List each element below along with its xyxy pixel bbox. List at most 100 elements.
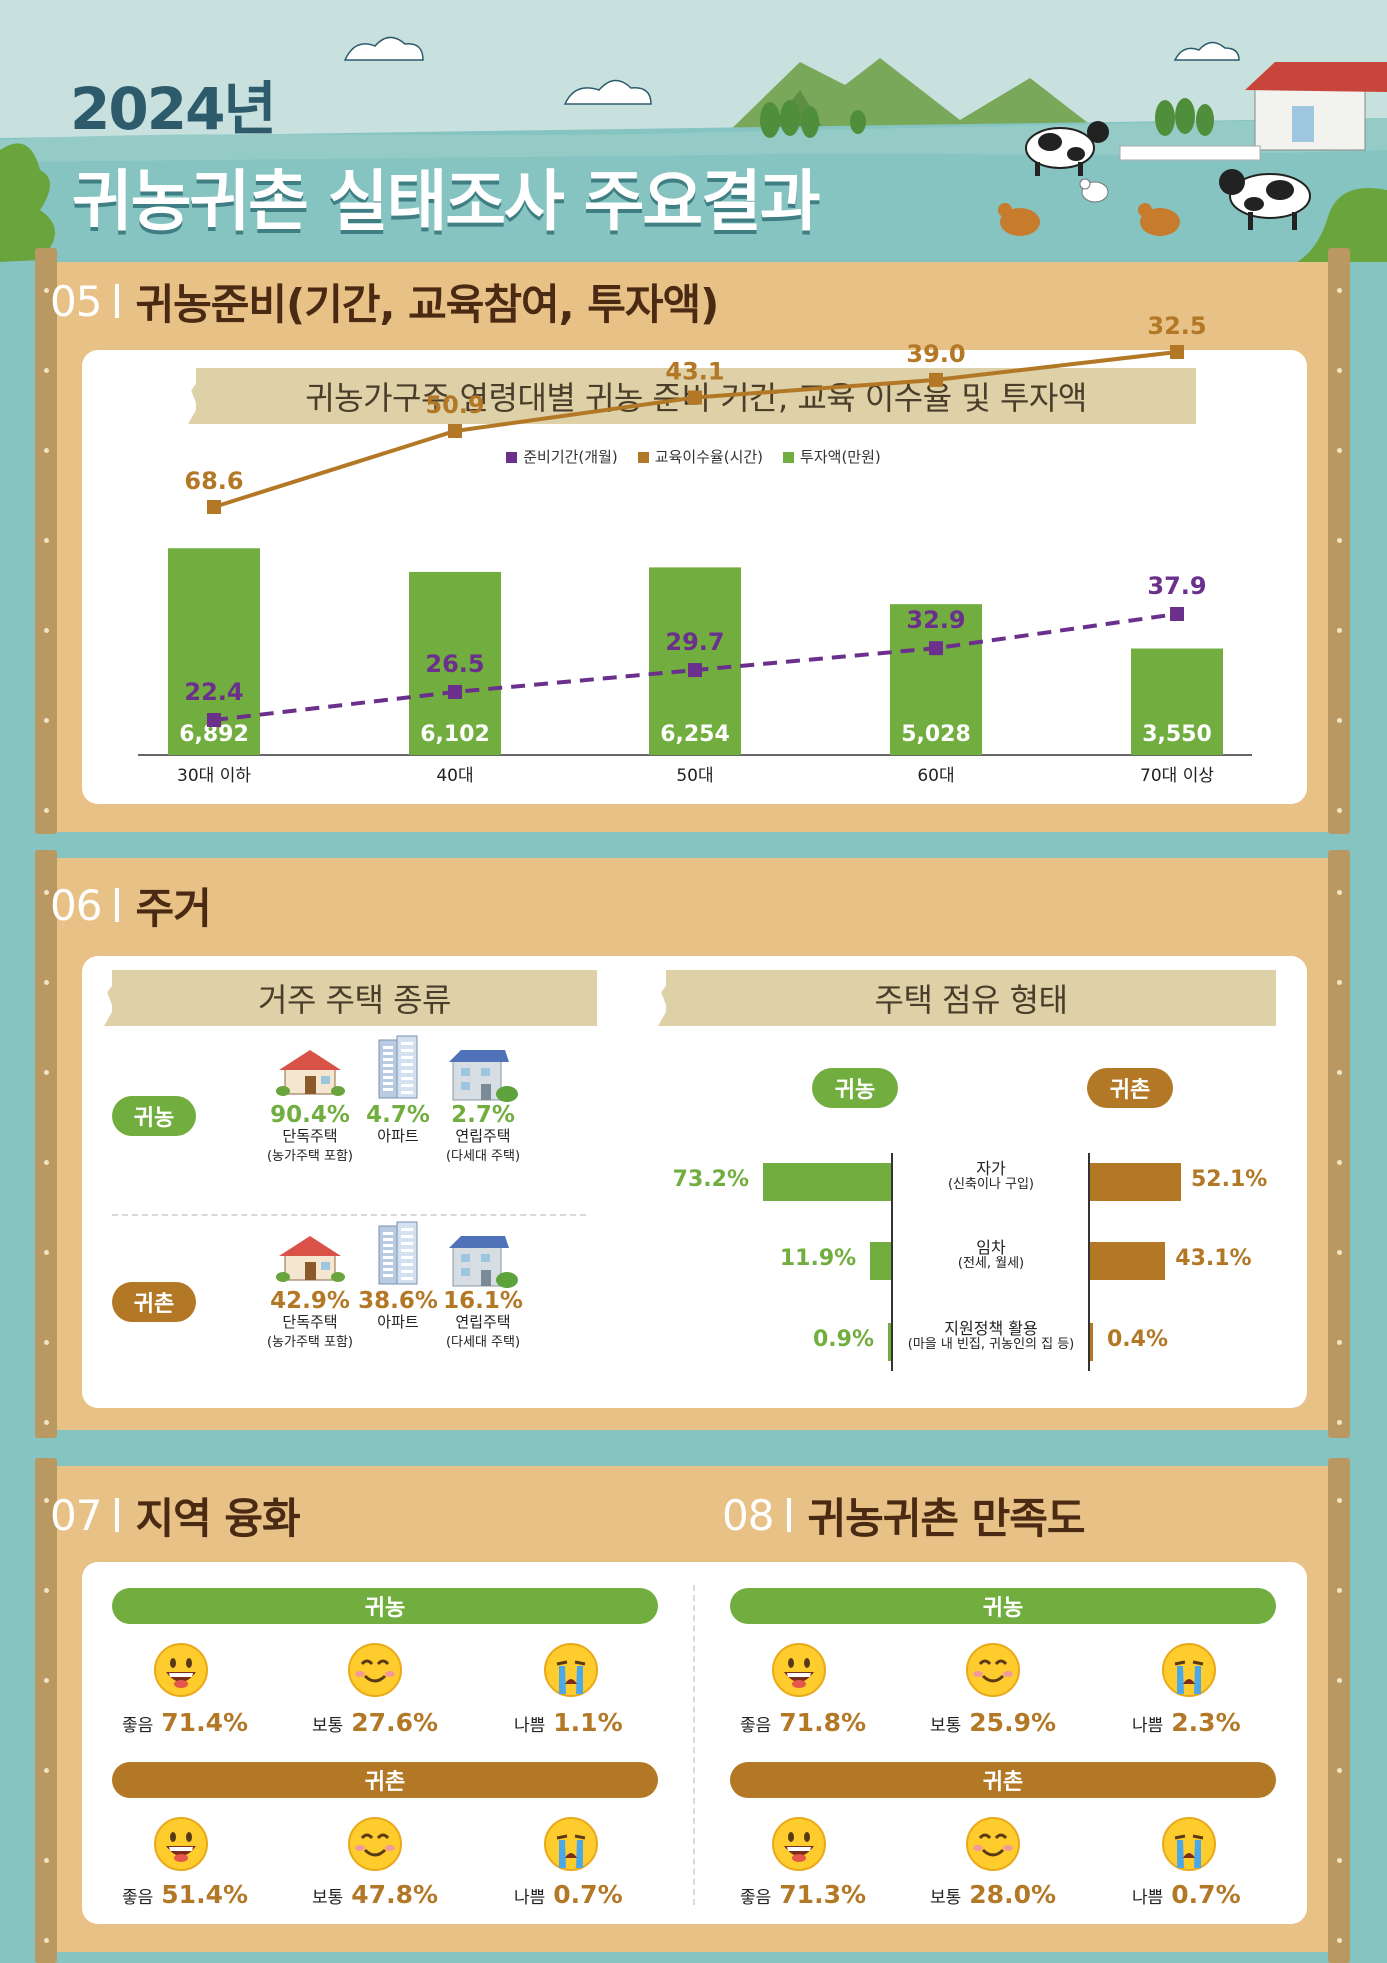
x-tick-label: 70대 이상: [1140, 766, 1214, 786]
section-number: 05: [50, 276, 102, 326]
hero-landscape-illustration: [0, 0, 1387, 262]
satisfaction-stat: 나쁨 2.3%: [1132, 1708, 1241, 1737]
satisfaction-rating-label: 나쁨: [1132, 1716, 1164, 1736]
satisfaction-stat: 보통 25.9%: [930, 1708, 1056, 1737]
education-value-label: 32.5: [1147, 312, 1206, 340]
housing-type-label: 아파트: [377, 1127, 419, 1145]
tenure-banner: 주택 점유 형태: [666, 970, 1276, 1026]
satisfaction-rating-value: 27.6%: [351, 1708, 439, 1737]
satisfaction-rating-label: 보통: [930, 1888, 962, 1908]
heading-divider: [787, 1498, 792, 1532]
satisfaction-group-pill: 귀촌: [730, 1762, 1276, 1798]
smiling-face-icon: [965, 1642, 1021, 1698]
satisfaction-stat: 보통 27.6%: [312, 1708, 438, 1737]
section-number: 08: [722, 1490, 774, 1540]
satisfaction-group-pill: 귀촌: [112, 1762, 658, 1798]
laughing-face-icon: [771, 1816, 827, 1872]
preparation-point: [448, 684, 462, 699]
tenure-bar-right: [1090, 1323, 1093, 1361]
tenure-category-label: 지원정책 활용 (마을 내 빈집, 귀농인의 집 등): [892, 1319, 1090, 1353]
section-07-heading: 07 지역 융화: [50, 1476, 301, 1554]
apartment-icon: [333, 1034, 463, 1102]
heading-divider: [115, 1498, 120, 1532]
townhouse-icon: [418, 1232, 548, 1288]
preparation-value-label: 26.5: [425, 650, 484, 678]
chart-legend: 준비기간(개월) 교육이수율(시간) 투자액(만원): [0, 446, 1387, 467]
laughing-face-icon: [771, 1642, 827, 1698]
x-tick-label: 50대: [676, 766, 713, 786]
barn-icon: [1245, 62, 1387, 151]
satisfaction-rating-value: 2.3%: [1171, 1708, 1241, 1737]
satisfaction-rating-label: 좋음: [740, 1888, 772, 1908]
crying-face-icon: [1161, 1642, 1217, 1698]
section-number: 07: [50, 1490, 102, 1540]
x-tick-label: 30대 이하: [177, 766, 251, 786]
satisfaction-stat: 나쁨 0.7%: [514, 1880, 623, 1909]
housing-type-sublabel: (농가주택 포함): [266, 1334, 354, 1350]
investment-value-label: 3,550: [1142, 722, 1212, 747]
housing-type-banner: 거주 주택 종류: [112, 970, 597, 1026]
preparation-value-label: 29.7: [665, 628, 724, 656]
section-05-heading: 05 귀농준비(기간, 교육참여, 투자액): [50, 262, 719, 340]
tenure-category-name: 자가: [976, 1159, 1006, 1178]
heading-divider: [115, 888, 120, 922]
tenure-right-value: 0.4%: [1107, 1327, 1169, 1352]
smiling-face-icon: [347, 1642, 403, 1698]
housing-type-label: 단독주택: [282, 1127, 338, 1145]
legend-item: 교육이수율(시간): [637, 446, 763, 467]
satisfaction-rating-label: 좋음: [740, 1716, 772, 1736]
section-title: 귀농준비(기간, 교육참여, 투자액): [135, 279, 719, 329]
combo-chart: 6,892 6,102 6,254 5,028 3,55068.650.943.139.…: [138, 312, 1252, 786]
housing-type-sublabel: (다세대 주택): [445, 1148, 521, 1164]
preparation-value-label: 37.9: [1147, 572, 1206, 600]
tenure-bar-right: [1090, 1242, 1166, 1280]
satisfaction-rating-label: 보통: [930, 1716, 962, 1736]
satisfaction-rating-label: 나쁨: [514, 1716, 546, 1736]
housing-type-label: 아파트: [377, 1313, 419, 1331]
crying-face-icon: [1161, 1816, 1217, 1872]
tenure-bar-left: [870, 1242, 891, 1280]
education-point: [1170, 345, 1184, 359]
housing-type-sublabel: (다세대 주택): [445, 1334, 521, 1350]
education-value-label: 50.9: [425, 391, 484, 419]
laughing-face-icon: [153, 1816, 209, 1872]
investment-value-label: 6,102: [420, 722, 490, 747]
housing-percent: 90.4%: [270, 1102, 350, 1128]
housing-type-item: 90.4% 단독주택 (농가주택 포함): [245, 1046, 375, 1164]
tenure-category-name: 지원정책 활용: [944, 1319, 1038, 1338]
satisfaction-rating-value: 1.1%: [553, 1708, 623, 1737]
tenure-right-value: 52.1%: [1191, 1167, 1268, 1192]
investment-bar: [890, 604, 982, 755]
investment-value-label: 6,254: [660, 722, 730, 747]
satisfaction-group-pill: 귀농: [730, 1588, 1276, 1624]
satisfaction-stat: 좋음 71.8%: [740, 1708, 866, 1737]
housing-type-item: 2.7% 연립주택 (다세대 주택): [418, 1046, 548, 1164]
education-point: [448, 424, 462, 439]
satisfaction-rating-value: 0.7%: [553, 1880, 623, 1909]
legend-swatch-purple: [506, 452, 518, 463]
housing-group-pill: 귀농: [112, 1096, 196, 1136]
tenure-bar-left: [888, 1323, 891, 1361]
tenure-axis-right: [1088, 1153, 1090, 1371]
section-number: 06: [50, 880, 102, 930]
satisfaction-rating-label: 나쁨: [514, 1888, 546, 1908]
investment-bar: [649, 567, 741, 755]
investment-bar: [1131, 648, 1223, 755]
housing-divider: [112, 1214, 586, 1216]
satisfaction-stat: 나쁨 0.7%: [1132, 1880, 1241, 1909]
tenure-category-label: 자가 (신축이나 구입): [892, 1159, 1090, 1193]
satisfaction-rating-value: 28.0%: [969, 1880, 1057, 1909]
education-point: [929, 372, 943, 387]
tenure-left-pill: 귀농: [812, 1068, 898, 1108]
crying-face-icon: [543, 1816, 599, 1872]
legend-item: 준비기간(개월): [506, 446, 618, 467]
tenure-category-sub: (전세, 월세): [957, 1256, 1025, 1272]
apartment-icon: [333, 1220, 463, 1288]
satisfaction-rating-value: 51.4%: [161, 1880, 249, 1909]
satisfaction-divider: [693, 1585, 695, 1905]
satisfaction-rating-label: 좋음: [122, 1888, 154, 1908]
satisfaction-group-pill: 귀농: [112, 1588, 658, 1624]
satisfaction-rating-value: 47.8%: [351, 1880, 439, 1909]
tenure-left-value: 0.9%: [812, 1327, 874, 1352]
housing-percent: 38.6%: [358, 1288, 438, 1314]
